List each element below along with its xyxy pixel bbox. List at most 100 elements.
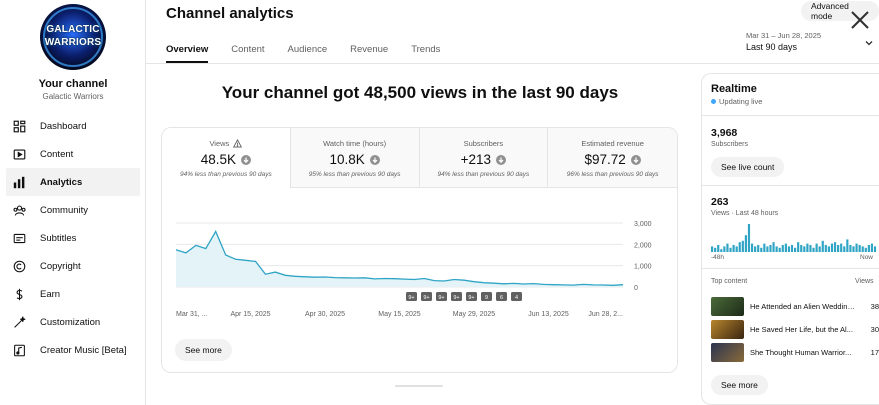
top-content-item[interactable]: She Thought Human Warrior... 17 (711, 343, 879, 362)
realtime-bar (818, 246, 821, 252)
x-tick-label: May 15, 2025 (378, 311, 421, 318)
metric-label: Estimated revenue (581, 139, 644, 148)
realtime-bar (754, 246, 757, 252)
realtime-see-more-button[interactable]: See more (711, 375, 768, 395)
sidebar-item-subtitles[interactable]: Subtitles (6, 224, 140, 252)
realtime-bar (717, 245, 720, 252)
tab-revenue[interactable]: Revenue (350, 44, 389, 55)
y-tick-label: 2,000 (634, 242, 652, 249)
copyright-icon (13, 260, 26, 273)
creator-music-icon (13, 344, 26, 357)
realtime-views-bars[interactable] (711, 224, 877, 252)
advanced-mode-button[interactable]: Advanced mode (801, 1, 879, 21)
video-thumbnail (711, 343, 744, 362)
realtime-bar (723, 246, 726, 252)
video-views: 17 (870, 348, 879, 357)
realtime-bar (735, 246, 738, 252)
realtime-bar (750, 243, 754, 252)
x-tick-label: May 29, 2025 (453, 311, 496, 318)
views-headline: Your channel got 48,500 views in the las… (221, 83, 619, 102)
realtime-bar (732, 245, 735, 252)
realtime-bar (812, 247, 815, 252)
see-more-button[interactable]: See more (175, 339, 232, 361)
realtime-bar (747, 224, 751, 252)
metric-value-row: 48.5K (162, 152, 290, 167)
date-range-label[interactable]: Last 90 days (746, 42, 798, 52)
sidebar-item-analytics[interactable]: Analytics (6, 168, 140, 196)
realtime-bar (726, 243, 729, 252)
sidebar-item-label: Community (40, 204, 89, 216)
x-tick-label: Apr 30, 2025 (305, 311, 345, 318)
realtime-bar (744, 235, 747, 252)
channel-avatar[interactable]: GALACTIC WARRIORS (40, 4, 106, 70)
arrow-down-icon (630, 154, 641, 165)
y-tick-label: 0 (634, 285, 638, 292)
realtime-panel: Realtime Updating live 3,968 Subscribers… (701, 73, 879, 405)
date-range-text[interactable]: Mar 31 – Jun 28, 2025 (746, 31, 822, 40)
realtime-title: Realtime (711, 83, 757, 95)
realtime-bar (870, 243, 874, 252)
sidebar-item-label: Subtitles (40, 232, 77, 244)
upload-marker-label: 9+ (423, 295, 429, 301)
video-thumbnail (711, 320, 744, 339)
realtime-bar (800, 245, 803, 252)
metric-label-row: Watch time (hours) (291, 139, 419, 148)
divider (702, 268, 879, 269)
page-title: Channel analytics (166, 5, 294, 22)
sidebar-item-dashboard[interactable]: Dashboard (6, 112, 140, 140)
metric-label: Subscribers (463, 139, 504, 148)
tab-content[interactable]: Content (231, 44, 265, 55)
x-tick-label: Jun 13, 2025 (528, 311, 569, 318)
top-content-item[interactable]: He Attended an Alien Wedding... 38 (711, 297, 879, 316)
upload-marker-label: 6 (500, 295, 503, 301)
metric-value: 48.5K (200, 152, 237, 167)
realtime-status-text: Updating live (719, 97, 763, 106)
upload-marker (406, 292, 417, 301)
realtime-bar (778, 247, 781, 252)
sidebar-item-copyright[interactable]: Copyright (6, 252, 140, 280)
metric-note: 96% less than previous 90 days (566, 171, 659, 178)
y-tick-label: 1,000 (634, 264, 652, 271)
metric-note: 94% less than previous 90 days (437, 171, 530, 178)
metric-value-row: 10.8K (291, 152, 419, 167)
subtitles-icon (13, 232, 26, 245)
avatar-ring (43, 7, 103, 67)
metric-label-row: Estimated revenue (548, 139, 677, 148)
upload-marker-label: 9+ (468, 295, 474, 301)
metric-value-row: $97.72 (548, 152, 677, 167)
content-icon (13, 148, 26, 161)
sidebar-item-community[interactable]: Community (6, 196, 140, 224)
realtime-bar (846, 239, 849, 252)
tab-overview[interactable]: Overview (166, 37, 209, 63)
close-icon[interactable] (848, 8, 872, 32)
upload-marker-label: 9+ (453, 295, 459, 301)
see-live-count-button[interactable]: See live count (711, 157, 785, 177)
metric-subscribers[interactable]: Subscribers +213 94% less than previous … (419, 128, 549, 188)
tab-audience[interactable]: Audience (287, 44, 328, 55)
chevron-down-icon[interactable] (864, 38, 874, 48)
realtime-bar (815, 243, 818, 252)
realtime-bar (784, 243, 787, 252)
sidebar-item-content[interactable]: Content (6, 140, 140, 168)
sidebar-item-creator-music[interactable]: Creator Music [Beta] (6, 336, 140, 364)
realtime-bar (873, 246, 877, 252)
upload-marker-label: 9+ (408, 295, 414, 301)
realtime-bar (840, 243, 843, 252)
sidebar-item-label: Customization (40, 316, 101, 328)
metric-views[interactable]: Views 48.5K 94% less than previous 90 da… (162, 128, 291, 188)
sidebar-item-earn[interactable]: Earn (6, 280, 140, 308)
upload-marker (511, 292, 522, 301)
sidebar-item-customization[interactable]: Customization (6, 308, 140, 336)
realtime-bar (769, 245, 772, 252)
views-chart[interactable]: 3,000 2,000 1,000 0 Mar 31, ... Apr 15, 2025 A… (162, 188, 677, 328)
upload-marker-label: 9+ (438, 295, 444, 301)
metric-revenue[interactable]: Estimated revenue $97.72 96% less than p… (548, 128, 677, 188)
video-thumbnail (711, 297, 744, 316)
metric-watch-time[interactable]: Watch time (hours) 10.8K 95% less than p… (290, 128, 420, 188)
realtime-bar (763, 243, 766, 252)
tab-trends[interactable]: Trends (411, 44, 441, 55)
realtime-bar (772, 242, 775, 252)
metric-tabs: Views 48.5K 94% less than previous 90 da… (162, 128, 677, 188)
top-content-item[interactable]: He Saved Her Life, but the Al... 30 (711, 320, 879, 339)
realtime-bar (867, 245, 870, 252)
